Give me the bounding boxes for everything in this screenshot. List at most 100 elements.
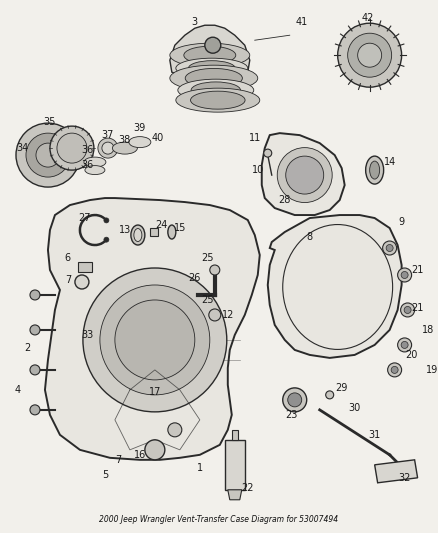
Circle shape bbox=[16, 123, 80, 187]
Ellipse shape bbox=[129, 136, 151, 148]
Text: 32: 32 bbox=[399, 473, 411, 483]
Ellipse shape bbox=[113, 142, 138, 154]
Text: 13: 13 bbox=[119, 225, 131, 235]
Ellipse shape bbox=[84, 157, 106, 167]
Text: 42: 42 bbox=[361, 13, 374, 23]
Circle shape bbox=[75, 275, 89, 289]
Text: 8: 8 bbox=[307, 232, 313, 242]
Circle shape bbox=[210, 265, 220, 275]
Circle shape bbox=[205, 37, 221, 53]
Circle shape bbox=[209, 309, 221, 321]
Text: 5: 5 bbox=[102, 470, 108, 480]
Text: 41: 41 bbox=[296, 17, 308, 27]
Text: 23: 23 bbox=[286, 410, 298, 420]
Circle shape bbox=[404, 306, 411, 313]
Text: 33: 33 bbox=[82, 330, 94, 340]
Circle shape bbox=[388, 363, 402, 377]
Circle shape bbox=[383, 241, 397, 255]
Text: 17: 17 bbox=[148, 387, 161, 397]
Text: 19: 19 bbox=[425, 365, 438, 375]
Circle shape bbox=[57, 133, 87, 163]
Text: 21: 21 bbox=[411, 265, 424, 275]
Text: 11: 11 bbox=[249, 133, 261, 143]
Circle shape bbox=[26, 133, 70, 177]
Text: 10: 10 bbox=[252, 165, 264, 175]
Ellipse shape bbox=[277, 148, 332, 203]
Polygon shape bbox=[170, 25, 250, 78]
Text: 6: 6 bbox=[65, 253, 71, 263]
Circle shape bbox=[30, 325, 40, 335]
Ellipse shape bbox=[85, 166, 105, 175]
Circle shape bbox=[30, 365, 40, 375]
Circle shape bbox=[104, 218, 109, 223]
Circle shape bbox=[398, 338, 412, 352]
Circle shape bbox=[30, 405, 40, 415]
Circle shape bbox=[386, 245, 393, 252]
Text: 18: 18 bbox=[421, 325, 434, 335]
Circle shape bbox=[338, 23, 402, 87]
Ellipse shape bbox=[370, 161, 380, 179]
Circle shape bbox=[98, 138, 118, 158]
Ellipse shape bbox=[178, 79, 254, 101]
Ellipse shape bbox=[176, 58, 248, 78]
Circle shape bbox=[30, 290, 40, 300]
Circle shape bbox=[348, 33, 392, 77]
Text: 9: 9 bbox=[399, 217, 405, 227]
Ellipse shape bbox=[170, 65, 258, 91]
Polygon shape bbox=[45, 198, 260, 460]
Text: 25: 25 bbox=[201, 253, 214, 263]
Ellipse shape bbox=[134, 229, 142, 241]
Polygon shape bbox=[268, 215, 402, 358]
Circle shape bbox=[168, 423, 182, 437]
Polygon shape bbox=[225, 440, 245, 490]
Text: 27: 27 bbox=[79, 213, 91, 223]
Circle shape bbox=[401, 342, 408, 349]
Text: 20: 20 bbox=[406, 350, 418, 360]
Text: 40: 40 bbox=[152, 133, 164, 143]
Ellipse shape bbox=[168, 225, 176, 239]
Text: 29: 29 bbox=[336, 383, 348, 393]
Text: 2: 2 bbox=[24, 343, 30, 353]
Ellipse shape bbox=[176, 88, 260, 112]
Text: 24: 24 bbox=[155, 220, 168, 230]
Circle shape bbox=[115, 300, 195, 380]
Text: 36: 36 bbox=[82, 160, 94, 170]
Circle shape bbox=[401, 303, 415, 317]
Ellipse shape bbox=[184, 46, 236, 64]
Circle shape bbox=[264, 149, 272, 157]
Polygon shape bbox=[150, 228, 158, 236]
Text: 22: 22 bbox=[241, 483, 254, 493]
Circle shape bbox=[36, 143, 60, 167]
Text: 38: 38 bbox=[119, 135, 131, 145]
Text: 39: 39 bbox=[134, 123, 146, 133]
Text: 1: 1 bbox=[197, 463, 203, 473]
Text: 21: 21 bbox=[411, 303, 424, 313]
Circle shape bbox=[145, 440, 165, 460]
Circle shape bbox=[100, 285, 210, 395]
Circle shape bbox=[283, 388, 307, 412]
Text: 4: 4 bbox=[15, 385, 21, 395]
Polygon shape bbox=[374, 460, 417, 483]
Polygon shape bbox=[232, 430, 238, 440]
Ellipse shape bbox=[188, 61, 235, 76]
Ellipse shape bbox=[191, 91, 245, 109]
Ellipse shape bbox=[170, 43, 250, 67]
Circle shape bbox=[83, 268, 227, 412]
Text: 12: 12 bbox=[222, 310, 234, 320]
Text: 31: 31 bbox=[368, 430, 381, 440]
Text: 3: 3 bbox=[192, 17, 198, 27]
Circle shape bbox=[391, 366, 398, 374]
Circle shape bbox=[50, 126, 94, 170]
Circle shape bbox=[104, 237, 109, 242]
Circle shape bbox=[288, 393, 302, 407]
Text: 2000 Jeep Wrangler Vent-Transfer Case Diagram for 53007494: 2000 Jeep Wrangler Vent-Transfer Case Di… bbox=[99, 515, 339, 524]
Polygon shape bbox=[262, 133, 345, 215]
Text: 16: 16 bbox=[134, 450, 146, 460]
Text: 28: 28 bbox=[279, 195, 291, 205]
Text: 14: 14 bbox=[384, 157, 396, 167]
Text: 35: 35 bbox=[44, 117, 56, 127]
Ellipse shape bbox=[185, 68, 242, 88]
Circle shape bbox=[102, 142, 114, 154]
Circle shape bbox=[326, 391, 334, 399]
Text: 26: 26 bbox=[189, 273, 201, 283]
